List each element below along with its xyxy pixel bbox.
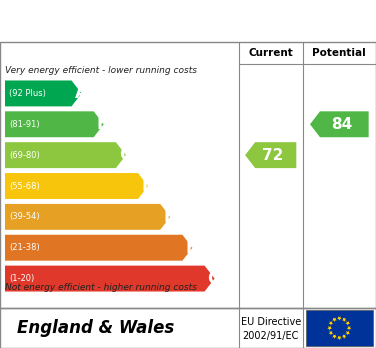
Text: 72: 72 [262,148,284,163]
Polygon shape [5,204,170,230]
Text: F: F [185,239,197,257]
Polygon shape [332,317,337,322]
Text: EU Directive: EU Directive [241,317,301,327]
Polygon shape [5,235,193,261]
Text: Current: Current [248,48,293,58]
Polygon shape [337,336,342,340]
Polygon shape [245,142,296,168]
Bar [306,310,373,346]
Text: 84: 84 [331,117,352,132]
Text: E: E [163,208,174,226]
Text: England & Wales: England & Wales [17,319,174,337]
Text: Very energy efficient - lower running costs: Very energy efficient - lower running co… [5,66,197,75]
Polygon shape [329,321,333,326]
Text: 2002/91/EC: 2002/91/EC [243,331,299,341]
Text: B: B [97,115,109,133]
Text: (39-54): (39-54) [9,212,39,221]
Polygon shape [5,80,82,106]
Polygon shape [329,331,333,335]
Text: A: A [74,85,87,102]
Text: (55-68): (55-68) [9,182,40,190]
Polygon shape [347,326,352,331]
Polygon shape [342,317,347,322]
Polygon shape [332,334,337,339]
Polygon shape [346,331,350,335]
Text: Not energy efficient - higher running costs: Not energy efficient - higher running co… [5,283,197,292]
Text: (1-20): (1-20) [9,274,34,283]
Text: C: C [119,146,131,164]
Text: Energy Efficiency Rating: Energy Efficiency Rating [64,12,312,30]
Text: (81-91): (81-91) [9,120,39,129]
Polygon shape [310,111,368,137]
Text: (21-38): (21-38) [9,243,40,252]
Polygon shape [5,111,104,137]
Text: (69-80): (69-80) [9,151,40,160]
Text: (92 Plus): (92 Plus) [9,89,46,98]
Polygon shape [5,173,148,199]
Polygon shape [5,266,215,292]
Polygon shape [5,142,126,168]
Text: G: G [208,270,221,287]
Polygon shape [346,321,350,326]
Polygon shape [337,316,342,321]
Polygon shape [342,334,347,339]
Polygon shape [327,326,332,331]
Text: Potential: Potential [312,48,366,58]
Text: D: D [141,177,155,195]
